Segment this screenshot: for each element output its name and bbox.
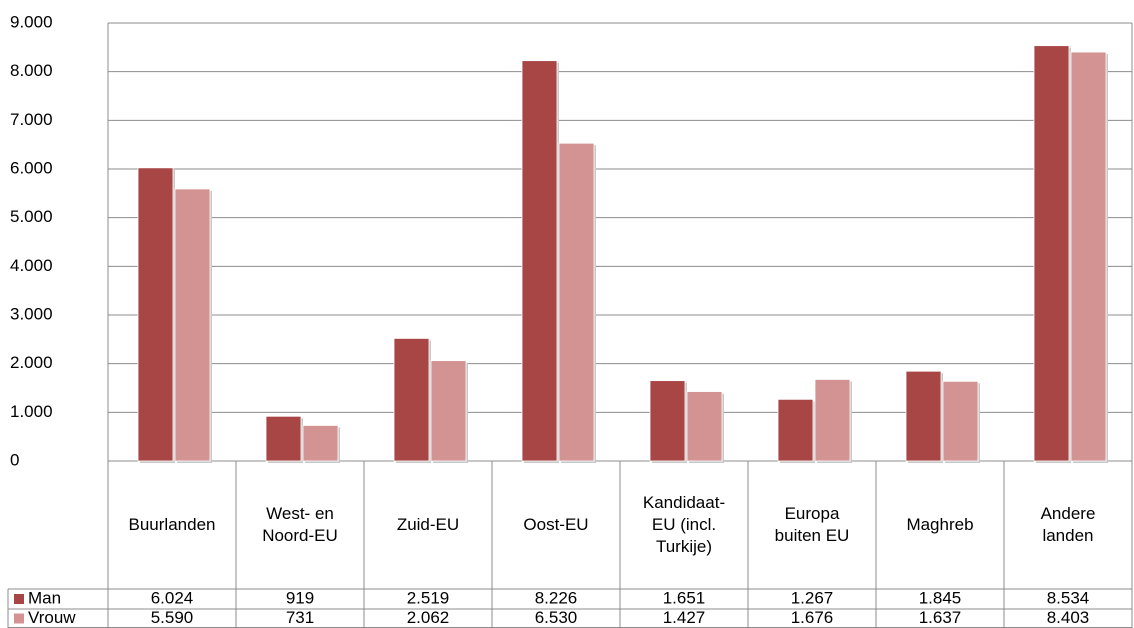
y-tick-label: 6.000	[10, 158, 53, 177]
x-tick-label: Kandidaat- EU (incl. Turkije)	[642, 493, 726, 556]
legend-label: Vrouw	[28, 608, 76, 627]
legend-label: Man	[28, 588, 61, 607]
data-label: 1.651	[663, 588, 706, 607]
bar	[942, 380, 979, 462]
bar	[814, 379, 851, 462]
data-label: 919	[286, 588, 314, 607]
x-tick-label: Zuid-EU	[396, 515, 460, 534]
bar	[174, 188, 211, 462]
data-label: 1.676	[791, 608, 834, 627]
y-tick-label: 4.000	[10, 256, 53, 275]
data-label: 2.062	[407, 608, 450, 627]
x-tick-label: Maghreb	[906, 515, 974, 534]
bar	[393, 338, 430, 462]
data-label: 6.024	[151, 588, 194, 607]
bar	[777, 398, 814, 462]
legend-swatch	[14, 613, 24, 624]
data-label: 1.637	[919, 608, 962, 627]
bar	[137, 167, 174, 462]
x-tick-label: Andere landen	[1040, 504, 1096, 545]
bar	[302, 425, 339, 462]
data-label: 5.590	[151, 608, 194, 627]
data-label: 1.845	[919, 588, 962, 607]
y-tick-label: 8.000	[10, 61, 53, 80]
bar	[265, 415, 302, 462]
y-tick-label: 9.000	[10, 12, 53, 31]
data-label: 8.403	[1047, 608, 1090, 627]
data-label: 8.226	[535, 588, 578, 607]
bar	[1070, 51, 1107, 462]
data-label: 6.530	[535, 608, 578, 627]
bar	[686, 391, 723, 462]
data-label: 8.534	[1047, 588, 1090, 607]
bar	[558, 142, 595, 462]
y-tick-label: 5.000	[10, 207, 53, 226]
bar	[430, 360, 467, 462]
y-tick-label: 7.000	[10, 110, 53, 129]
y-tick-label: 2.000	[10, 353, 53, 372]
x-tick-label: West- en Noord-EU	[262, 504, 338, 545]
data-label: 1.427	[663, 608, 706, 627]
bar	[521, 60, 558, 462]
data-label: 731	[286, 608, 314, 627]
y-tick-label: 0	[10, 450, 19, 469]
legend-swatch	[14, 594, 24, 604]
y-tick-label: 3.000	[10, 304, 53, 323]
x-tick-label: Europa buiten EU	[774, 504, 850, 545]
data-label: 2.519	[407, 588, 450, 607]
bar	[649, 380, 686, 462]
bar	[1033, 45, 1070, 462]
bar	[905, 370, 942, 462]
y-tick-label: 1.000	[10, 402, 53, 421]
x-tick-label: Buurlanden	[128, 515, 216, 534]
x-tick-label: Oost-EU	[523, 515, 589, 534]
data-label: 1.267	[791, 588, 834, 607]
